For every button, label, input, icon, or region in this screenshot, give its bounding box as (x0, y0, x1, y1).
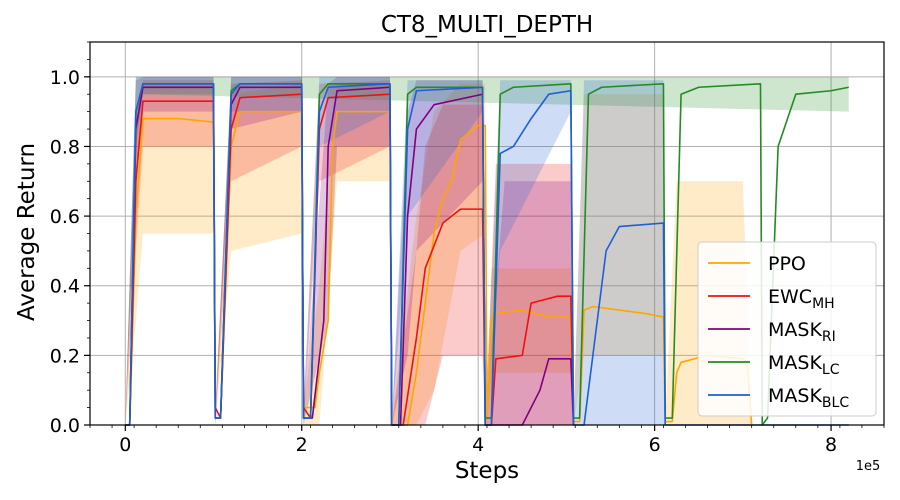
y-tick-label: 0.2 (50, 345, 80, 367)
series-line-ppo (125, 110, 753, 426)
series-lines (125, 82, 849, 426)
axis-ticks: 0 2 4 6 8 0.0 0.2 0.4 0.6 0.8 1.0 (50, 41, 885, 456)
x-tick-label: 4 (472, 434, 484, 456)
y-tick-label: 0.8 (50, 136, 80, 158)
legend-label: EWCMH (768, 286, 835, 312)
legend-label: MASKLC (768, 352, 840, 378)
y-tick-label: 0.0 (50, 415, 80, 437)
legend-label-subscript: MH (812, 296, 835, 312)
legend-label: MASKBLC (768, 385, 849, 411)
x-tick-label: 2 (296, 434, 308, 456)
legend-label-subscript: BLC (822, 395, 849, 411)
y-axis-title: Average Return (14, 143, 40, 321)
band-maskri (125, 76, 574, 426)
x-tick-label: 0 (119, 434, 131, 456)
legend-label: MASKRI (768, 319, 836, 345)
legend-label-subscript: LC (822, 362, 840, 378)
legend-label-subscript: RI (822, 329, 836, 345)
legend-label-name: PPO (768, 253, 806, 275)
legend-label-name: MASK (768, 385, 822, 407)
x-tick-label: 8 (825, 434, 837, 456)
y-tick-label: 0.6 (50, 206, 80, 228)
x-axis-multiplier: 1e5 (856, 459, 881, 474)
chart-title: CT8_MULTI_DEPTH (381, 12, 593, 38)
y-tick-label: 1.0 (50, 67, 80, 89)
plot-area: 0 2 4 6 8 0.0 0.2 0.4 0.6 0.8 1.0 (50, 41, 885, 456)
y-tick-label: 0.4 (50, 276, 80, 298)
band-ewcmh (125, 80, 574, 426)
x-tick-label: 6 (649, 434, 661, 456)
legend-label: PPO (768, 253, 806, 275)
legend-box (697, 241, 877, 417)
band-maskblc (125, 76, 666, 426)
legend-label-name: MASK (768, 319, 822, 341)
series-line-maskblc (125, 82, 849, 426)
legend-label-name: EWC (768, 286, 812, 308)
legend-label-name: MASK (768, 352, 822, 374)
x-axis-title: Steps (455, 458, 519, 484)
